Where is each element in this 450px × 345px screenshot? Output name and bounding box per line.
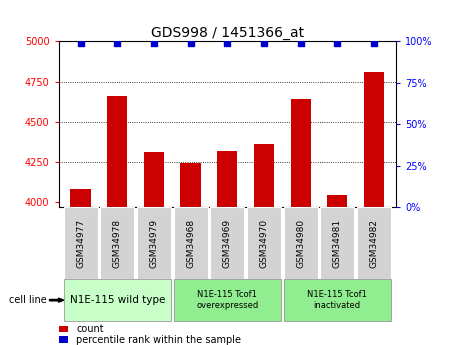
Text: N1E-115 Tcof1
overexpressed: N1E-115 Tcof1 overexpressed xyxy=(196,290,258,310)
Text: GSM34978: GSM34978 xyxy=(112,219,122,268)
Point xyxy=(261,40,268,46)
Point xyxy=(224,40,231,46)
Text: cell line: cell line xyxy=(9,295,47,305)
Text: GSM34979: GSM34979 xyxy=(149,219,158,268)
Point xyxy=(113,40,121,46)
Bar xyxy=(327,195,347,207)
Point xyxy=(297,40,304,46)
Text: percentile rank within the sample: percentile rank within the sample xyxy=(76,335,242,345)
Point xyxy=(187,40,194,46)
Bar xyxy=(180,163,201,207)
Text: N1E-115 Tcof1
inactivated: N1E-115 Tcof1 inactivated xyxy=(307,290,367,310)
Bar xyxy=(107,96,127,207)
Bar xyxy=(70,189,90,207)
Point xyxy=(150,40,158,46)
Text: N1E-115 wild type: N1E-115 wild type xyxy=(69,295,165,305)
Text: GSM34982: GSM34982 xyxy=(369,219,378,268)
Text: GSM34977: GSM34977 xyxy=(76,219,85,268)
Bar xyxy=(254,144,274,207)
Bar xyxy=(364,72,384,207)
Bar xyxy=(144,152,164,207)
Text: GSM34970: GSM34970 xyxy=(260,219,269,268)
Point xyxy=(77,40,84,46)
Text: count: count xyxy=(76,325,104,334)
Point xyxy=(334,40,341,46)
Bar xyxy=(217,151,237,207)
Text: GSM34969: GSM34969 xyxy=(223,219,232,268)
Text: GSM34981: GSM34981 xyxy=(333,219,342,268)
Title: GDS998 / 1451366_at: GDS998 / 1451366_at xyxy=(151,26,304,40)
Text: GSM34968: GSM34968 xyxy=(186,219,195,268)
Text: GSM34980: GSM34980 xyxy=(296,219,305,268)
Bar xyxy=(291,99,310,207)
Point xyxy=(370,40,378,46)
